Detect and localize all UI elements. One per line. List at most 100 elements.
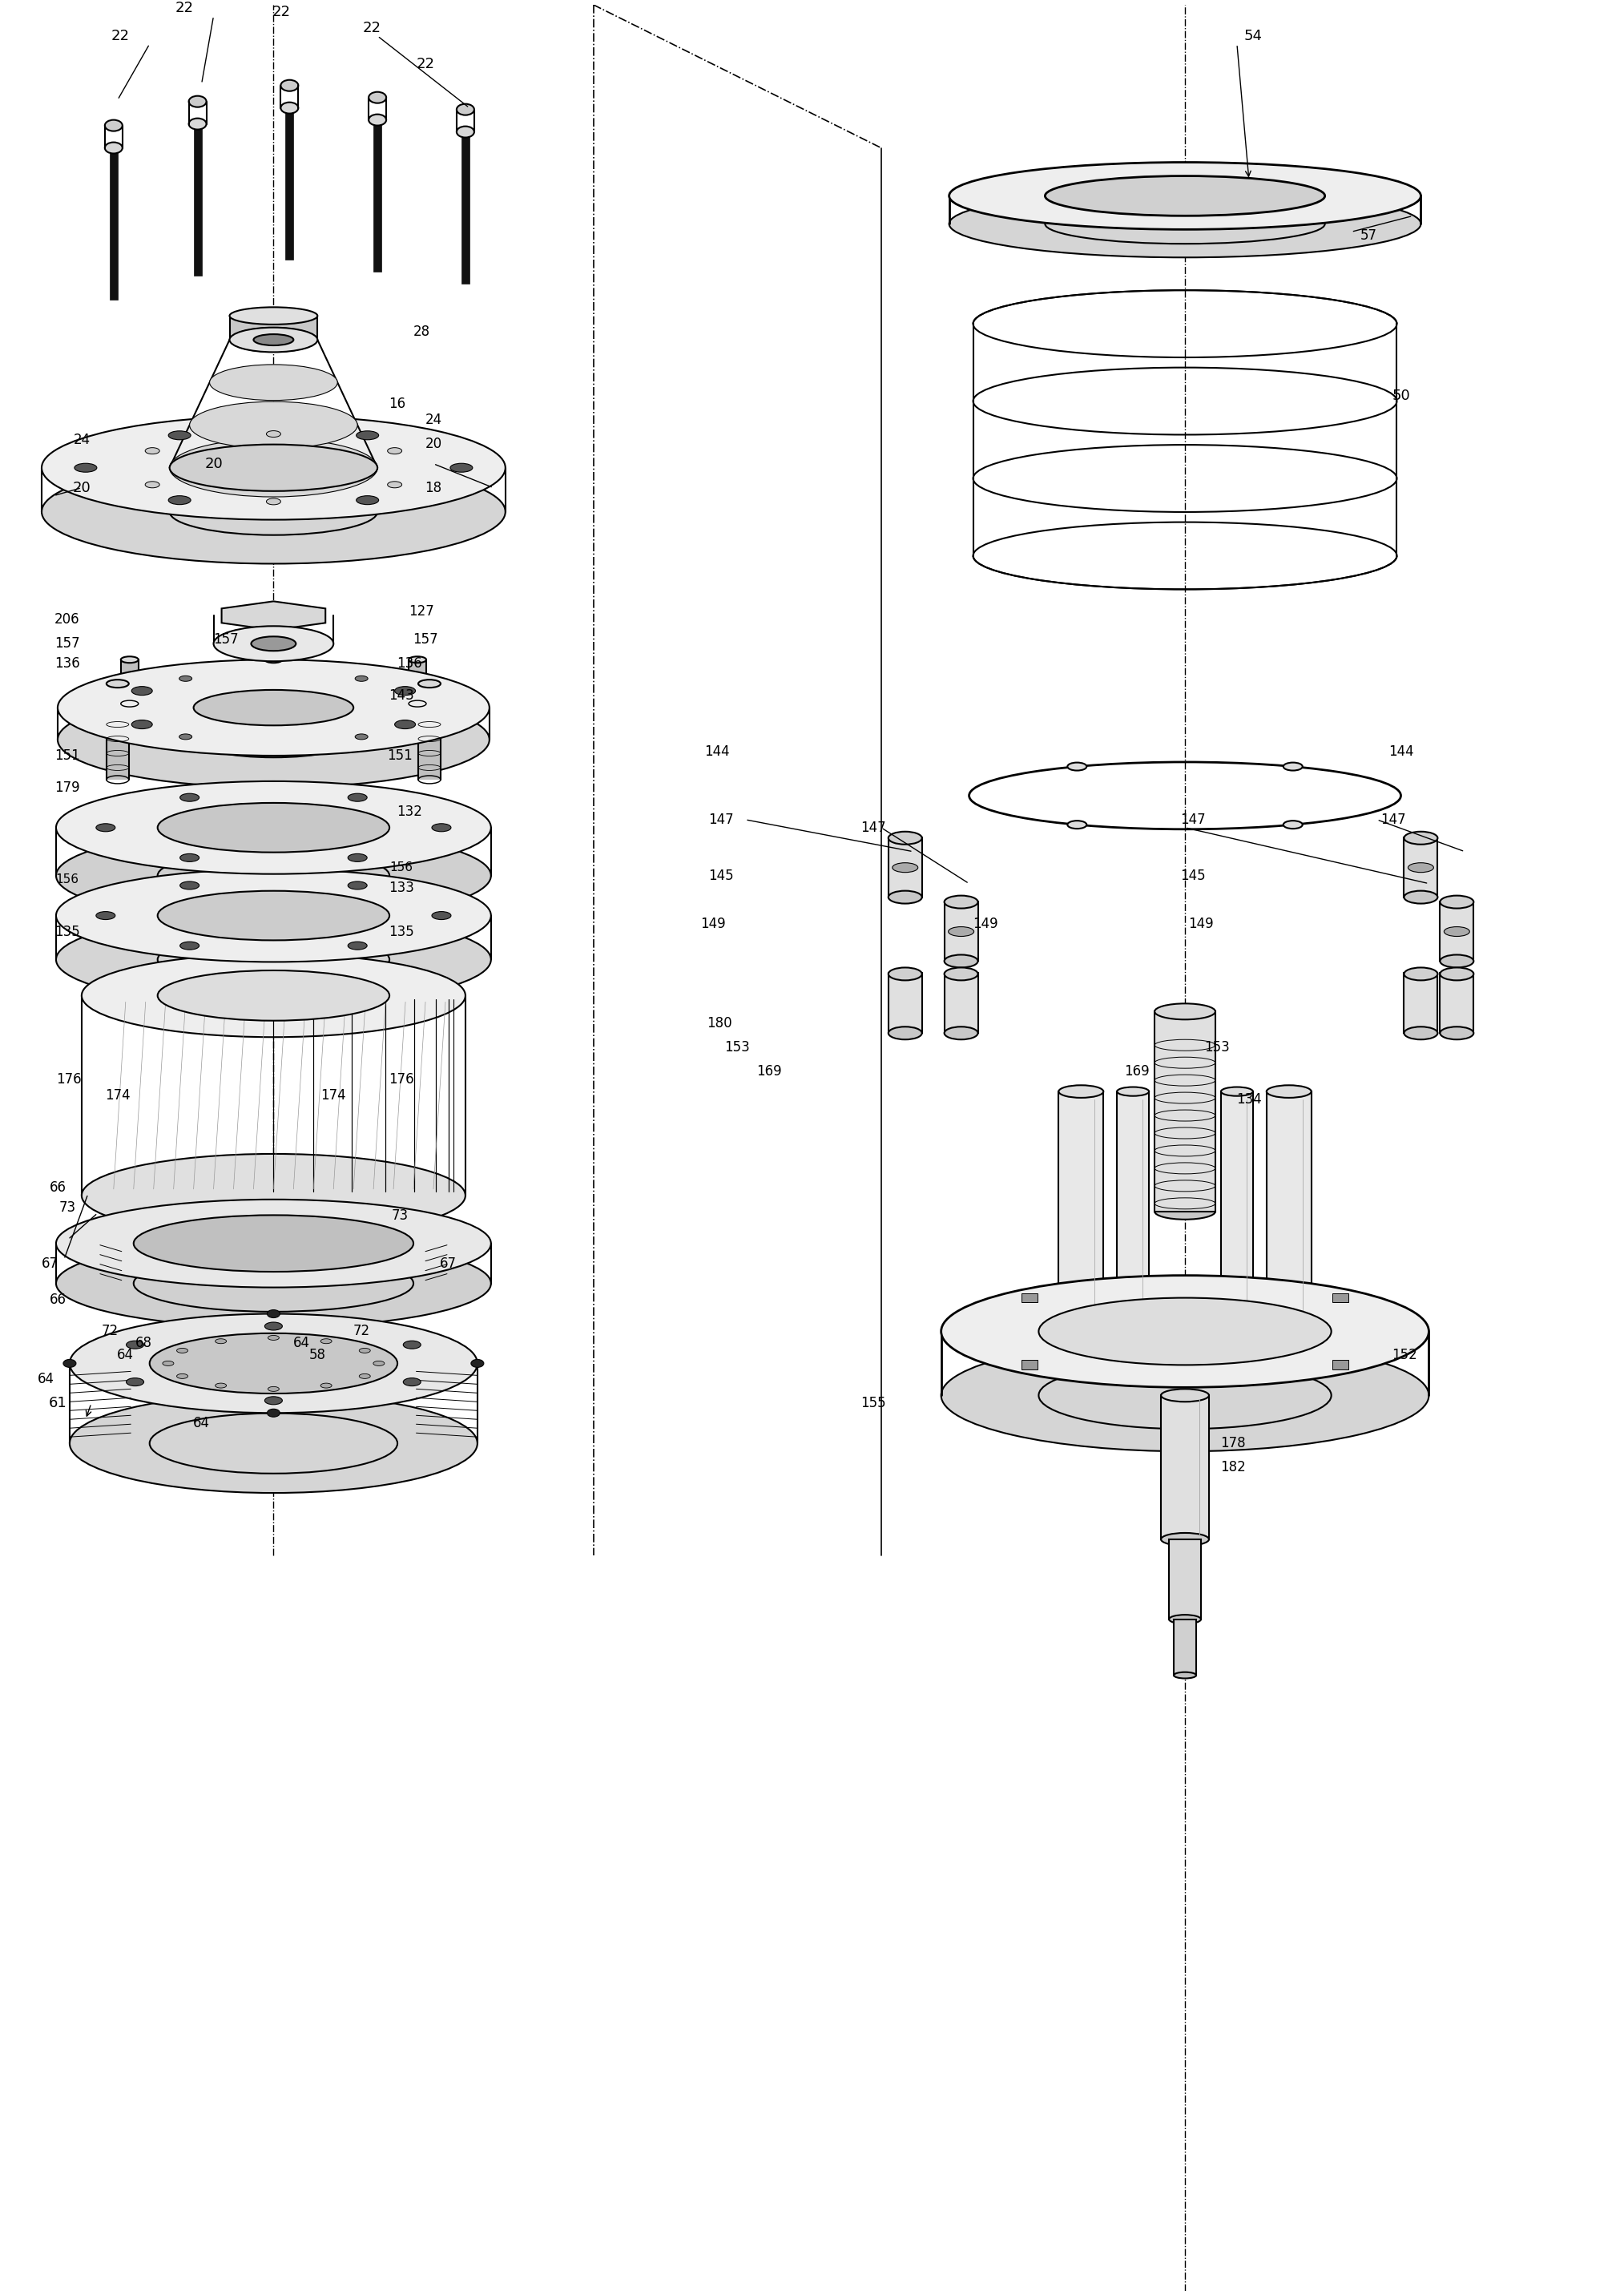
Bar xyxy=(1267,1091,1311,1331)
Ellipse shape xyxy=(158,935,390,985)
Text: 50: 50 xyxy=(1392,389,1410,403)
Ellipse shape xyxy=(281,80,299,92)
Text: 68: 68 xyxy=(135,1336,153,1352)
Ellipse shape xyxy=(348,882,367,889)
Ellipse shape xyxy=(63,1359,76,1368)
Text: 127: 127 xyxy=(409,605,434,619)
Text: 153: 153 xyxy=(724,1040,750,1054)
Ellipse shape xyxy=(1440,1026,1473,1040)
Ellipse shape xyxy=(213,625,333,662)
Text: 22: 22 xyxy=(273,5,291,18)
Ellipse shape xyxy=(888,891,922,903)
Ellipse shape xyxy=(1440,955,1473,967)
Bar xyxy=(1169,1540,1202,1620)
Text: 147: 147 xyxy=(1380,813,1405,827)
Ellipse shape xyxy=(266,431,281,438)
Ellipse shape xyxy=(265,1398,283,1404)
Bar xyxy=(1021,1292,1038,1304)
Ellipse shape xyxy=(57,781,490,873)
Ellipse shape xyxy=(42,460,505,564)
Ellipse shape xyxy=(1059,1324,1103,1338)
Ellipse shape xyxy=(180,942,200,951)
Text: 152: 152 xyxy=(1392,1347,1418,1363)
Ellipse shape xyxy=(1169,1615,1202,1624)
Bar xyxy=(1059,1091,1103,1331)
Ellipse shape xyxy=(133,1255,414,1313)
Text: 136: 136 xyxy=(396,658,422,671)
Ellipse shape xyxy=(888,967,922,981)
Ellipse shape xyxy=(320,1338,331,1343)
Polygon shape xyxy=(120,660,138,703)
Text: 67: 67 xyxy=(41,1255,58,1272)
Ellipse shape xyxy=(1067,763,1086,770)
Ellipse shape xyxy=(1440,896,1473,907)
Bar xyxy=(888,974,922,1033)
Ellipse shape xyxy=(169,444,377,490)
Ellipse shape xyxy=(70,1313,477,1414)
Text: 206: 206 xyxy=(55,612,80,628)
Text: 149: 149 xyxy=(973,916,997,930)
Ellipse shape xyxy=(180,882,200,889)
Ellipse shape xyxy=(1039,1361,1332,1430)
Text: 157: 157 xyxy=(55,637,80,651)
Text: 20: 20 xyxy=(73,481,91,495)
Ellipse shape xyxy=(177,1347,188,1354)
Ellipse shape xyxy=(356,495,378,504)
Ellipse shape xyxy=(162,1361,174,1365)
Ellipse shape xyxy=(42,415,505,520)
Ellipse shape xyxy=(1174,1672,1197,1679)
Ellipse shape xyxy=(1059,1086,1103,1097)
Text: 24: 24 xyxy=(73,433,89,447)
Text: 22: 22 xyxy=(416,57,435,71)
Text: 135: 135 xyxy=(388,923,414,939)
Ellipse shape xyxy=(57,829,490,921)
Ellipse shape xyxy=(359,1347,370,1354)
Ellipse shape xyxy=(1408,864,1434,873)
Ellipse shape xyxy=(158,891,390,939)
Ellipse shape xyxy=(158,802,390,852)
Ellipse shape xyxy=(188,96,206,108)
Ellipse shape xyxy=(145,447,159,454)
Text: 145: 145 xyxy=(1181,868,1205,882)
Text: 176: 176 xyxy=(57,1072,81,1086)
Bar xyxy=(944,974,978,1033)
Ellipse shape xyxy=(432,822,451,832)
Text: 64: 64 xyxy=(37,1372,54,1386)
Text: 20: 20 xyxy=(425,438,442,451)
Ellipse shape xyxy=(892,864,918,873)
Bar xyxy=(1332,1292,1348,1304)
Ellipse shape xyxy=(356,431,378,440)
Ellipse shape xyxy=(169,495,190,504)
Ellipse shape xyxy=(266,1310,279,1317)
Bar xyxy=(1021,1361,1038,1370)
Ellipse shape xyxy=(75,463,97,472)
Text: 66: 66 xyxy=(49,1180,67,1194)
Ellipse shape xyxy=(1444,928,1470,937)
Text: 149: 149 xyxy=(700,916,726,930)
Bar xyxy=(109,149,117,300)
Ellipse shape xyxy=(216,1384,226,1388)
Ellipse shape xyxy=(193,690,354,726)
Ellipse shape xyxy=(419,680,440,687)
Ellipse shape xyxy=(57,660,489,756)
Bar xyxy=(286,108,294,259)
Text: 57: 57 xyxy=(1361,229,1377,243)
Text: 178: 178 xyxy=(1220,1436,1246,1450)
Ellipse shape xyxy=(356,676,369,680)
Ellipse shape xyxy=(1283,820,1302,829)
Ellipse shape xyxy=(229,328,318,353)
Ellipse shape xyxy=(1267,1086,1311,1097)
Ellipse shape xyxy=(942,1340,1429,1450)
Text: 144: 144 xyxy=(705,745,729,758)
Ellipse shape xyxy=(403,1340,421,1349)
Text: 58: 58 xyxy=(309,1347,326,1363)
Ellipse shape xyxy=(1155,1003,1215,1019)
Ellipse shape xyxy=(96,822,115,832)
Ellipse shape xyxy=(456,126,474,137)
Ellipse shape xyxy=(348,793,367,802)
Ellipse shape xyxy=(395,687,416,694)
Text: 18: 18 xyxy=(425,481,442,495)
Ellipse shape xyxy=(190,401,357,449)
Bar xyxy=(461,133,469,284)
Ellipse shape xyxy=(1405,891,1437,903)
